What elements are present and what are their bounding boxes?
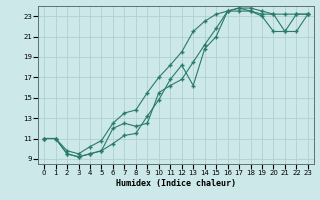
X-axis label: Humidex (Indice chaleur): Humidex (Indice chaleur): [116, 179, 236, 188]
